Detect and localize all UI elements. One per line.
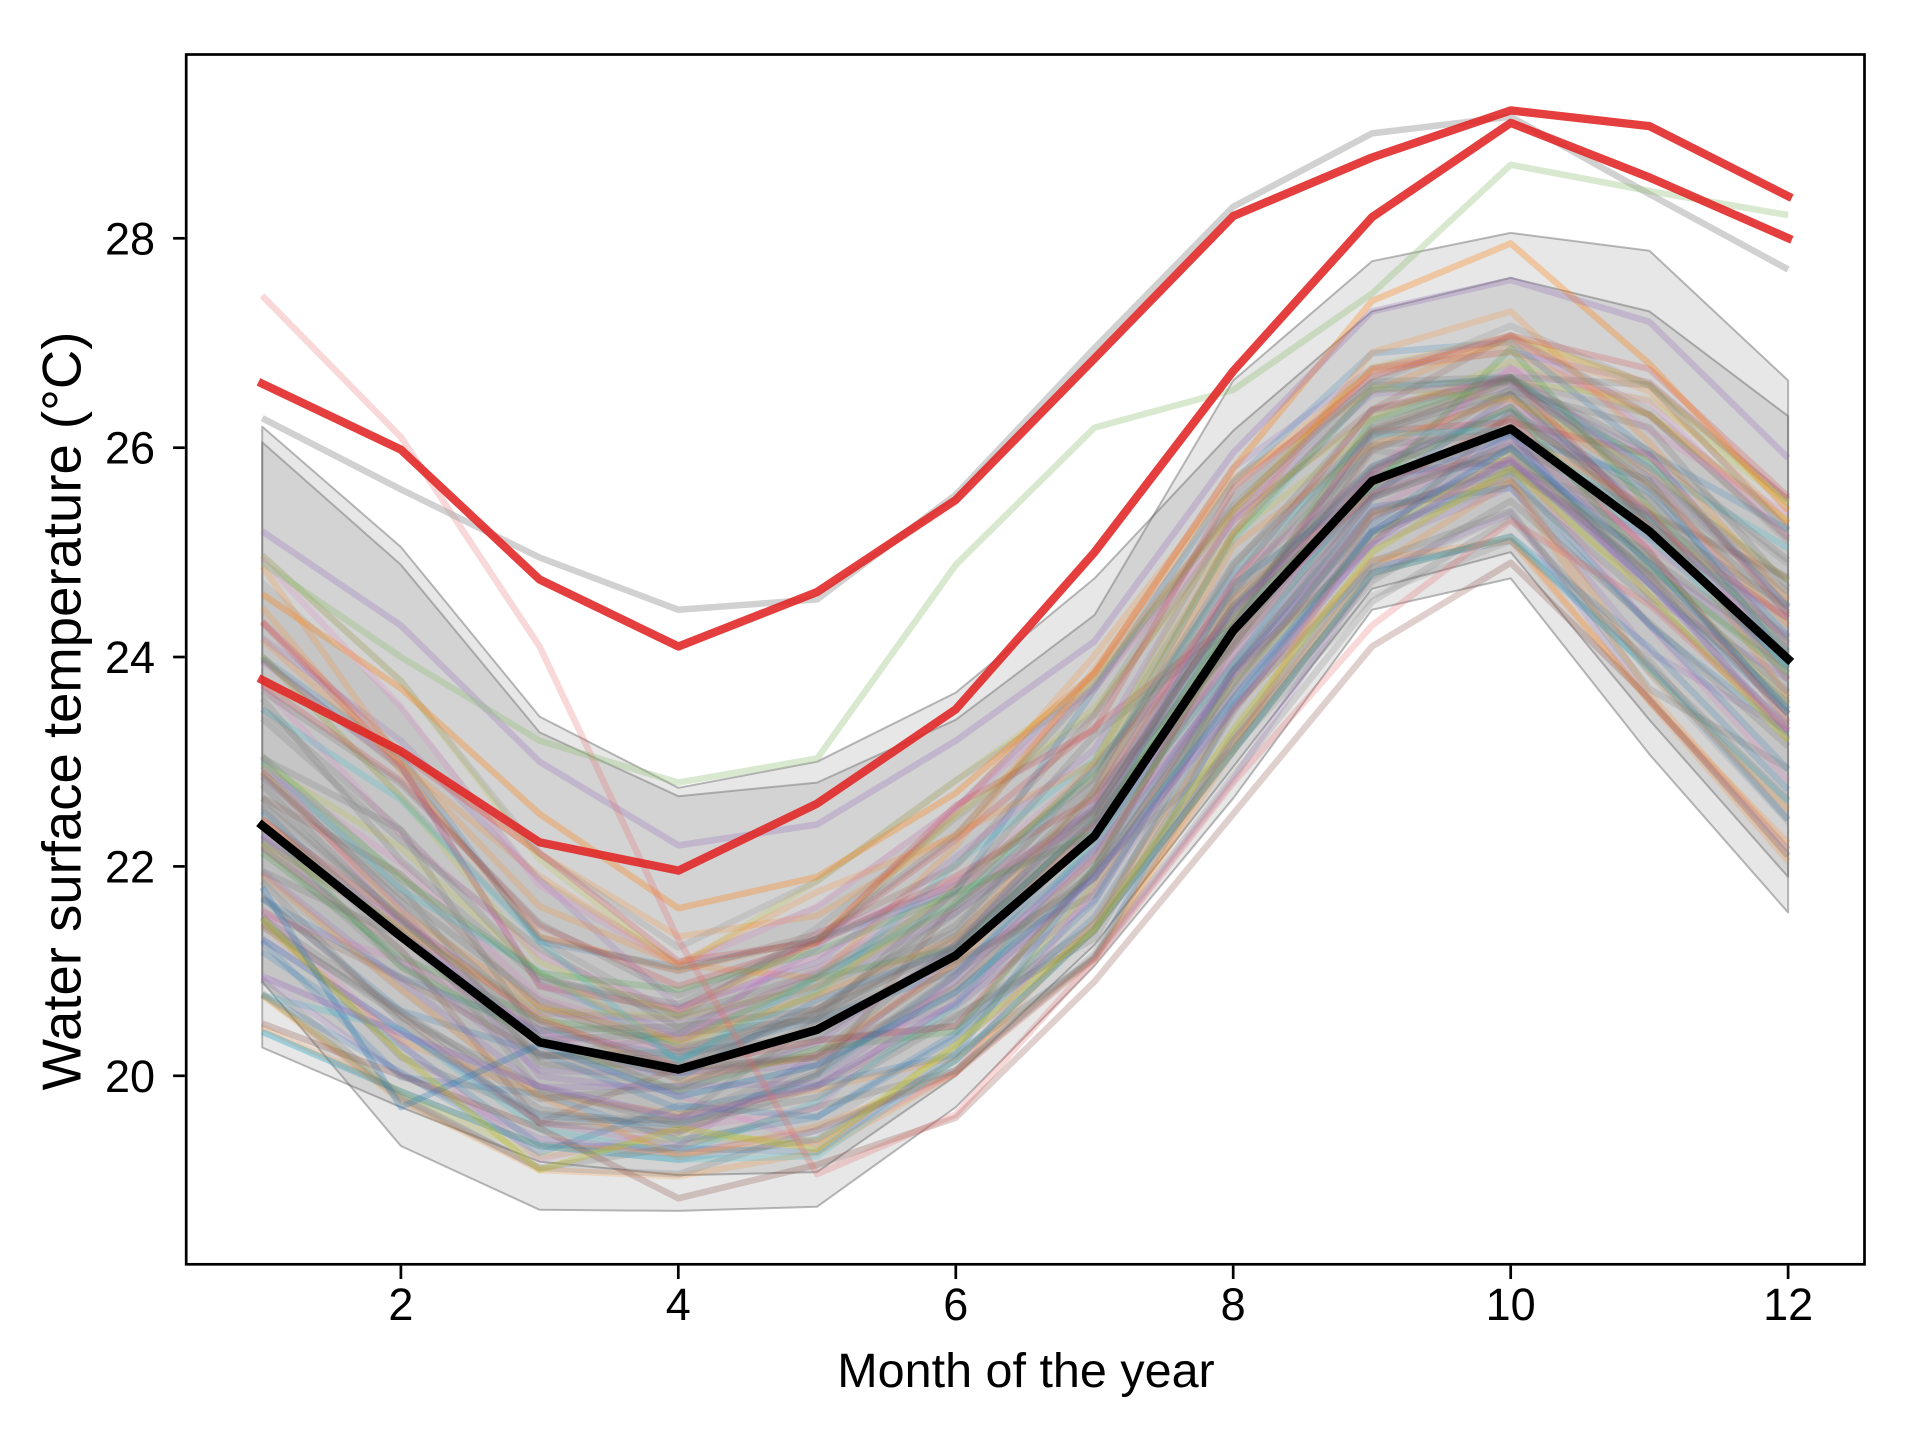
svg-text:8: 8 (1221, 1279, 1246, 1330)
svg-text:2: 2 (388, 1279, 413, 1330)
svg-text:10: 10 (1486, 1279, 1536, 1330)
svg-text:22: 22 (105, 841, 155, 892)
svg-text:20: 20 (105, 1051, 155, 1102)
svg-text:28: 28 (105, 213, 155, 264)
svg-text:4: 4 (666, 1279, 691, 1330)
svg-text:Water surface temperature (°C): Water surface temperature (°C) (32, 332, 93, 1091)
svg-text:12: 12 (1763, 1279, 1813, 1330)
svg-text:Month of the year: Month of the year (837, 1344, 1214, 1398)
svg-text:24: 24 (105, 632, 155, 683)
svg-text:26: 26 (105, 423, 155, 474)
svg-text:6: 6 (943, 1279, 968, 1330)
